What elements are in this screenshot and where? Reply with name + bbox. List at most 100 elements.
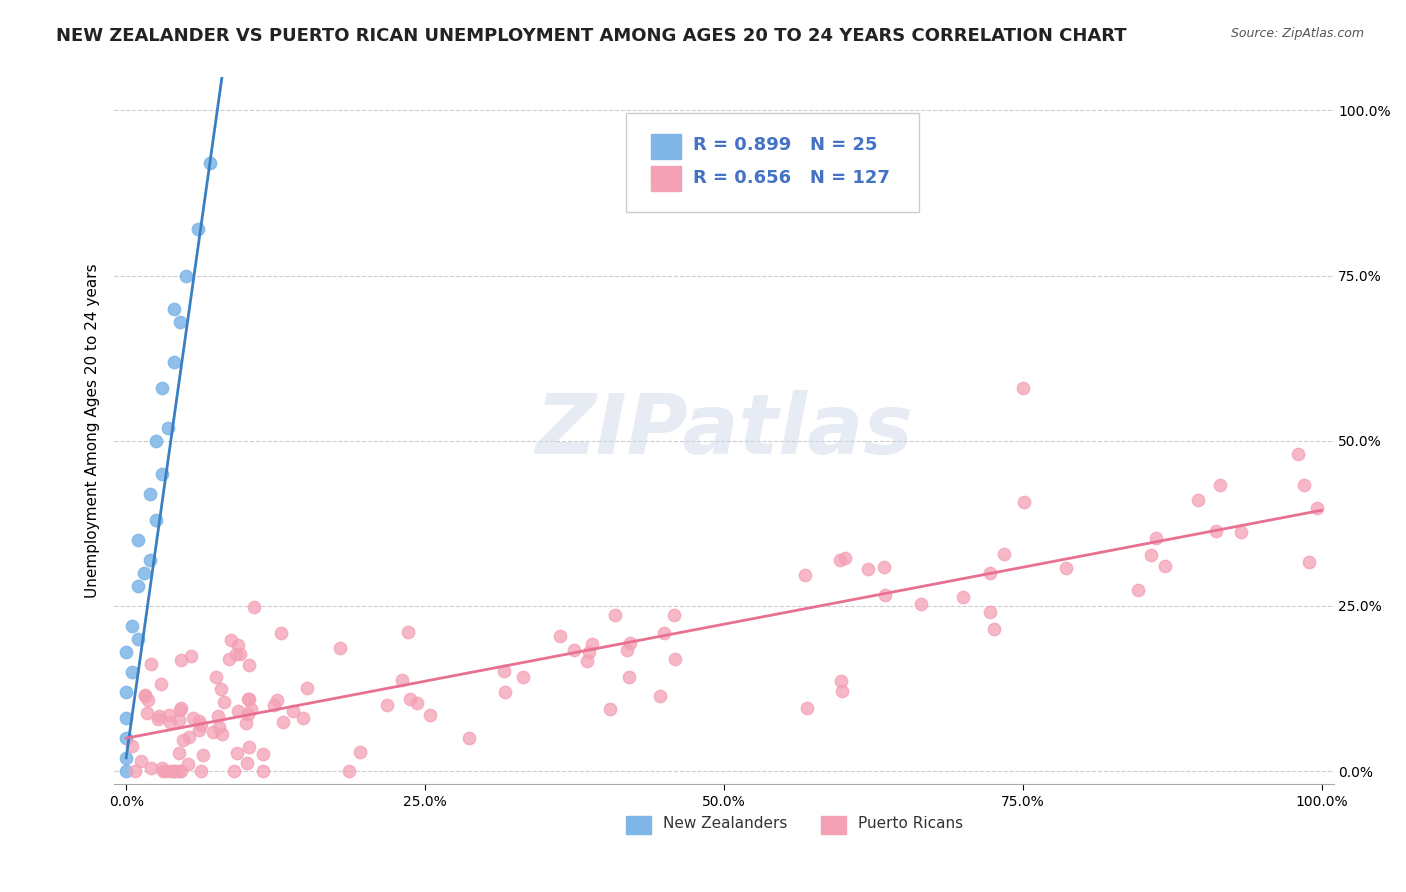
- Point: [1054, 560, 1077, 574]
- Point: [419, 707, 441, 722]
- Point: [238, 658, 260, 673]
- Text: R = 0.899   N = 25: R = 0.899 N = 25: [693, 136, 877, 153]
- Point: [266, 693, 288, 707]
- Point: [575, 654, 598, 668]
- Point: [187, 714, 209, 729]
- Point: [205, 670, 228, 684]
- Point: [226, 704, 249, 718]
- Point: [349, 745, 371, 759]
- Point: [176, 756, 198, 771]
- Point: [512, 670, 534, 684]
- Point: [979, 566, 1001, 580]
- Point: [207, 709, 229, 723]
- Point: [235, 716, 257, 731]
- Point: [201, 725, 224, 739]
- Point: [458, 731, 481, 745]
- Point: [169, 703, 191, 717]
- Point: [129, 754, 152, 768]
- Point: [562, 643, 585, 657]
- Point: [399, 691, 422, 706]
- Point: [181, 711, 204, 725]
- Point: [157, 707, 180, 722]
- Bar: [626, 816, 651, 834]
- Point: [1012, 494, 1035, 508]
- Point: [910, 597, 932, 611]
- Text: NEW ZEALANDER VS PUERTO RICAN UNEMPLOYMENT AMONG AGES 20 TO 24 YEARS CORRELATION: NEW ZEALANDER VS PUERTO RICAN UNEMPLOYME…: [56, 27, 1126, 45]
- Point: [979, 605, 1001, 619]
- Point: [337, 764, 360, 778]
- Point: [662, 607, 685, 622]
- Point: [115, 751, 138, 765]
- Point: [177, 730, 200, 744]
- Point: [252, 747, 274, 761]
- Point: [115, 764, 138, 778]
- Point: [856, 562, 879, 576]
- Point: [127, 632, 149, 646]
- Point: [578, 645, 600, 659]
- Point: [191, 747, 214, 762]
- Point: [236, 692, 259, 706]
- Point: [208, 719, 231, 733]
- Point: [1140, 548, 1163, 562]
- Point: [121, 739, 143, 754]
- Point: [1209, 477, 1232, 491]
- Point: [550, 629, 572, 643]
- Point: [150, 381, 173, 395]
- Point: [174, 268, 197, 283]
- Point: [240, 702, 263, 716]
- Point: [396, 625, 419, 640]
- Point: [236, 756, 259, 770]
- Point: [211, 727, 233, 741]
- Point: [115, 685, 138, 699]
- Point: [1011, 381, 1033, 395]
- Point: [134, 690, 156, 704]
- Point: [160, 764, 183, 778]
- Point: [170, 653, 193, 667]
- Point: [405, 696, 427, 710]
- Point: [169, 315, 191, 329]
- Point: [159, 714, 181, 729]
- Point: [1205, 524, 1227, 538]
- Point: [391, 673, 413, 688]
- Point: [167, 714, 190, 728]
- Point: [163, 764, 186, 778]
- Point: [211, 681, 233, 696]
- Text: Source: ZipAtlas.com: Source: ZipAtlas.com: [1230, 27, 1364, 40]
- Point: [295, 681, 318, 696]
- Point: [150, 761, 173, 775]
- Point: [139, 552, 162, 566]
- Y-axis label: Unemployment Among Ages 20 to 24 years: Unemployment Among Ages 20 to 24 years: [86, 263, 100, 599]
- Point: [243, 600, 266, 615]
- Point: [648, 689, 671, 703]
- FancyBboxPatch shape: [626, 112, 920, 211]
- Point: [494, 685, 516, 699]
- Point: [150, 467, 173, 481]
- Text: ZIPatlas: ZIPatlas: [534, 391, 912, 471]
- Point: [271, 714, 294, 729]
- Point: [270, 626, 292, 640]
- Point: [124, 764, 146, 778]
- Point: [828, 553, 851, 567]
- Point: [127, 533, 149, 547]
- Point: [652, 626, 675, 640]
- Point: [148, 712, 170, 726]
- Point: [139, 657, 162, 672]
- Point: [281, 705, 304, 719]
- Point: [794, 567, 817, 582]
- Point: [132, 566, 155, 580]
- Point: [616, 643, 638, 657]
- Point: [375, 698, 398, 712]
- Point: [152, 764, 174, 778]
- Point: [581, 637, 603, 651]
- Point: [830, 673, 852, 688]
- Point: [875, 588, 897, 602]
- Point: [155, 764, 177, 778]
- Bar: [821, 816, 846, 834]
- Point: [163, 301, 186, 316]
- Point: [169, 764, 191, 778]
- Point: [1292, 478, 1315, 492]
- Point: [190, 718, 212, 732]
- Point: [163, 764, 186, 778]
- Point: [952, 591, 974, 605]
- Point: [834, 550, 856, 565]
